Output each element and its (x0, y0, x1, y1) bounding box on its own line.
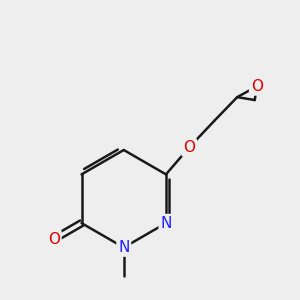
Text: O: O (183, 140, 195, 155)
Text: N: N (118, 240, 129, 255)
Text: O: O (251, 79, 263, 94)
Text: N: N (160, 216, 172, 231)
Text: O: O (48, 232, 60, 247)
